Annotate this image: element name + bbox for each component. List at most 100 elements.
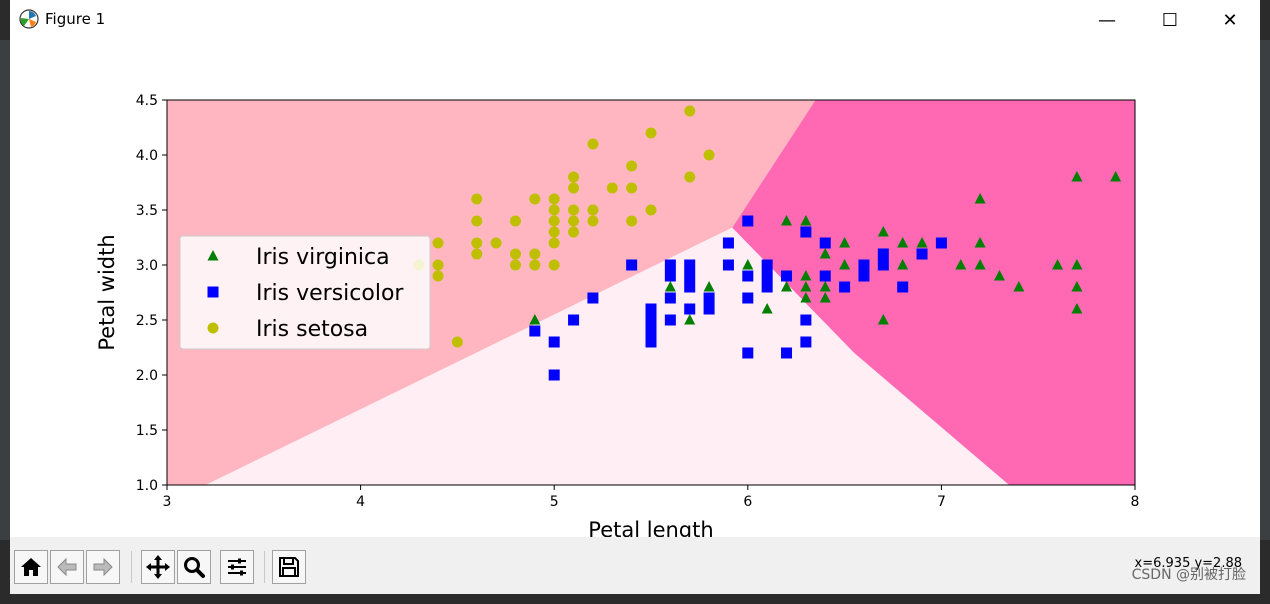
data-point-circle — [548, 226, 560, 238]
y-tick-label: 1.5 — [136, 423, 158, 439]
data-point-triangle — [916, 237, 928, 248]
data-point-square — [858, 259, 870, 271]
data-point-square — [664, 270, 676, 282]
data-point-square — [877, 259, 889, 271]
data-point-circle — [471, 193, 483, 205]
data-point-circle — [606, 182, 618, 194]
x-tick-label: 5 — [550, 494, 559, 510]
data-point-triangle — [800, 281, 812, 292]
data-point-square — [742, 347, 754, 359]
data-point-square — [626, 259, 638, 271]
legend-entry-label: Iris virginica — [256, 245, 390, 270]
data-point-square — [684, 270, 696, 282]
data-point-square — [781, 347, 793, 359]
configure-subplots-button[interactable] — [220, 550, 254, 584]
data-point-square — [664, 292, 676, 304]
window-title: Figure 1 — [45, 10, 106, 28]
plot-canvas[interactable]: 3 4 5 6 7 8 1.0 1.5 2.0 2.5 3.0 3.5 4.0 4.5 Petal leng… — [10, 40, 1260, 537]
data-point-square — [839, 281, 851, 293]
minimize-button[interactable]: — — [1098, 9, 1116, 31]
matplotlib-logo-icon — [19, 9, 39, 29]
data-point-circle — [432, 270, 444, 282]
data-point-triangle — [839, 259, 851, 270]
x-tick-label: 7 — [937, 494, 946, 510]
data-point-circle — [626, 182, 638, 194]
data-point-square — [761, 281, 773, 293]
data-point-square — [761, 259, 773, 271]
data-point-triangle — [897, 237, 909, 248]
y-tick-label: 1.0 — [136, 478, 158, 494]
data-point-circle — [568, 182, 580, 194]
data-point-circle — [645, 204, 657, 216]
background-panel-bottom — [0, 594, 1270, 604]
data-point-triangle — [974, 193, 986, 204]
data-point-circle — [684, 105, 696, 117]
chart-svg: 3 4 5 6 7 8 1.0 1.5 2.0 2.5 3.0 3.5 4.0 4.5 Petal leng… — [95, 93, 1139, 537]
title-bar: Figure 1 — ☐ ✕ — [10, 0, 1260, 40]
data-point-triangle — [1052, 259, 1064, 270]
data-point-square — [703, 292, 715, 304]
data-point-circle — [509, 259, 521, 271]
figure-window: Figure 1 — ☐ ✕ 3 4 5 6 7 8 1.0 1.5 2.0 2.5 3.0 3.5 4… — [10, 0, 1260, 594]
background-panel-right — [1260, 40, 1270, 540]
data-point-square — [529, 325, 541, 337]
data-point-circle — [548, 237, 560, 249]
data-point-square — [858, 270, 870, 282]
data-point-triangle — [529, 314, 541, 325]
save-button[interactable] — [272, 550, 306, 584]
data-point-square — [819, 270, 831, 282]
data-point-square — [664, 259, 676, 271]
data-point-circle — [490, 237, 502, 249]
data-point-square — [916, 248, 928, 260]
zoom-button[interactable] — [177, 550, 211, 584]
data-point-square — [819, 237, 831, 249]
data-point-circle — [568, 204, 580, 216]
data-point-circle — [509, 215, 521, 227]
data-point-square — [664, 314, 676, 326]
back-button[interactable] — [50, 550, 84, 584]
home-button[interactable] — [14, 550, 48, 584]
pan-button[interactable] — [141, 550, 175, 584]
legend-entry-label: Iris versicolor — [256, 281, 404, 306]
data-point-triangle — [877, 226, 889, 237]
data-point-square — [800, 336, 812, 348]
data-point-square — [742, 292, 754, 304]
data-point-circle — [568, 226, 580, 238]
data-point-triangle — [993, 270, 1005, 281]
data-point-square — [800, 226, 812, 238]
data-point-triangle — [800, 292, 812, 303]
data-point-square — [781, 270, 793, 282]
decision-region-setosa — [167, 100, 816, 485]
data-point-triangle — [974, 259, 986, 270]
data-point-circle — [587, 204, 599, 216]
forward-button[interactable] — [86, 550, 120, 584]
data-point-triangle — [839, 237, 851, 248]
y-tick-label: 4.5 — [136, 93, 158, 109]
maximize-button[interactable]: ☐ — [1161, 9, 1179, 31]
data-point-triangle — [877, 314, 889, 325]
pan-move-icon — [146, 555, 170, 579]
data-point-triangle — [1071, 303, 1083, 314]
data-point-circle — [587, 215, 599, 227]
x-axis-label: Petal length — [588, 518, 713, 537]
data-point-square — [703, 303, 715, 315]
data-point-circle — [529, 248, 541, 260]
close-button[interactable]: ✕ — [1222, 9, 1238, 31]
axes-frame — [166, 99, 1136, 486]
data-point-square — [645, 336, 657, 348]
data-point-circle — [471, 237, 483, 249]
data-point-circle — [548, 193, 560, 205]
data-point-triangle — [684, 314, 696, 325]
data-point-triangle — [664, 281, 676, 292]
data-point-square — [684, 259, 696, 271]
data-point-square — [877, 248, 889, 260]
data-point-square — [722, 237, 734, 249]
data-point-triangle — [1071, 281, 1083, 292]
data-point-square — [742, 215, 754, 227]
data-point-circle — [568, 215, 580, 227]
data-point-square — [742, 270, 754, 282]
data-point-triangle — [819, 248, 831, 259]
data-point-circle — [626, 215, 638, 227]
data-point-circle — [568, 171, 580, 183]
data-point-circle — [548, 204, 560, 216]
